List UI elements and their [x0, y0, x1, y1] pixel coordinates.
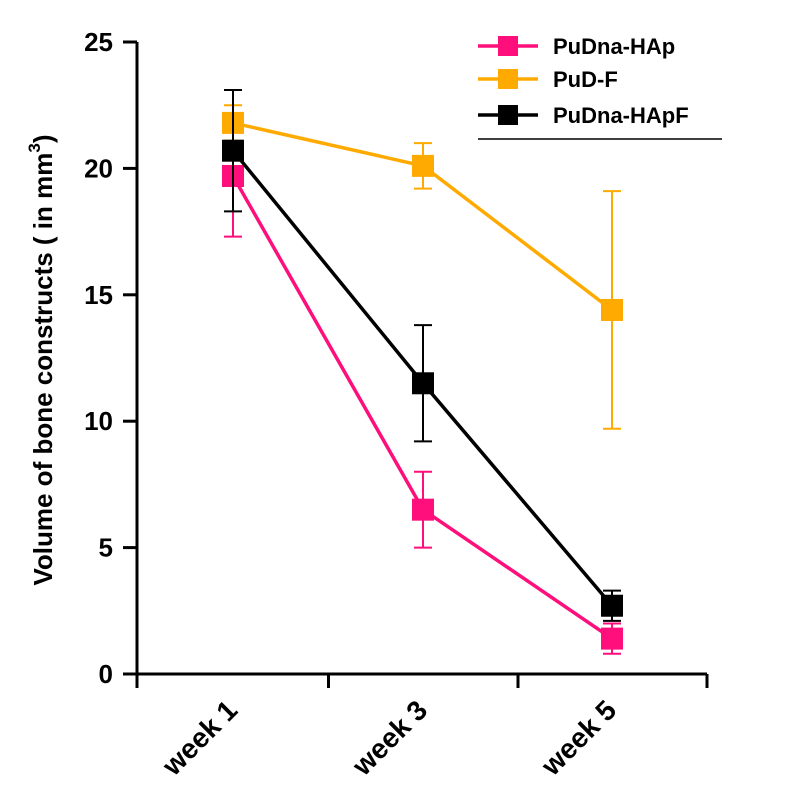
legend-swatch-marker [498, 69, 518, 89]
y-axis: 0 5 10 15 20 25 [84, 27, 139, 689]
y-axis-label-close: ) [28, 134, 58, 143]
legend-swatch-marker [498, 105, 518, 125]
x-tick-label: week 3 [346, 694, 434, 782]
data-point [412, 498, 434, 521]
legend-label: PuDna-HApF [553, 103, 689, 128]
legend-label: PuD-F [553, 67, 618, 92]
legend-item-PuDna-HAp: PuDna-HAp [478, 34, 675, 59]
x-axis: week 1 week 3 week 5 [135, 672, 709, 782]
legend: PuDna-HAp PuD-F PuDna-HApF [478, 34, 722, 140]
x-tick-label: week 1 [156, 694, 244, 782]
y-tick-label: 0 [99, 659, 113, 689]
series-PuDna-HApF [222, 89, 623, 622]
series-layer [222, 89, 623, 655]
data-point [412, 154, 434, 177]
data-point [601, 298, 623, 321]
legend-item-PuDna-HApF: PuDna-HApF [478, 103, 689, 128]
data-point [601, 627, 623, 650]
y-tick-label: 10 [84, 406, 113, 436]
data-point [222, 139, 244, 162]
y-tick-label: 5 [99, 533, 113, 563]
x-tick-label: week 5 [535, 694, 623, 782]
legend-swatch-marker [498, 36, 518, 56]
legend-label: PuDna-HAp [553, 34, 675, 59]
y-axis-label: Volume of bone constructs ( in mm3) [25, 134, 58, 585]
data-point [412, 372, 434, 395]
data-point [601, 594, 623, 617]
y-axis-label-superscript: 3 [25, 143, 44, 152]
y-tick-label: 25 [84, 27, 113, 57]
y-tick-label: 15 [84, 280, 113, 310]
legend-item-PuD-F: PuD-F [478, 67, 618, 92]
y-tick-label: 20 [84, 153, 113, 183]
y-axis-label-main: Volume of bone constructs ( in mm [28, 153, 58, 586]
